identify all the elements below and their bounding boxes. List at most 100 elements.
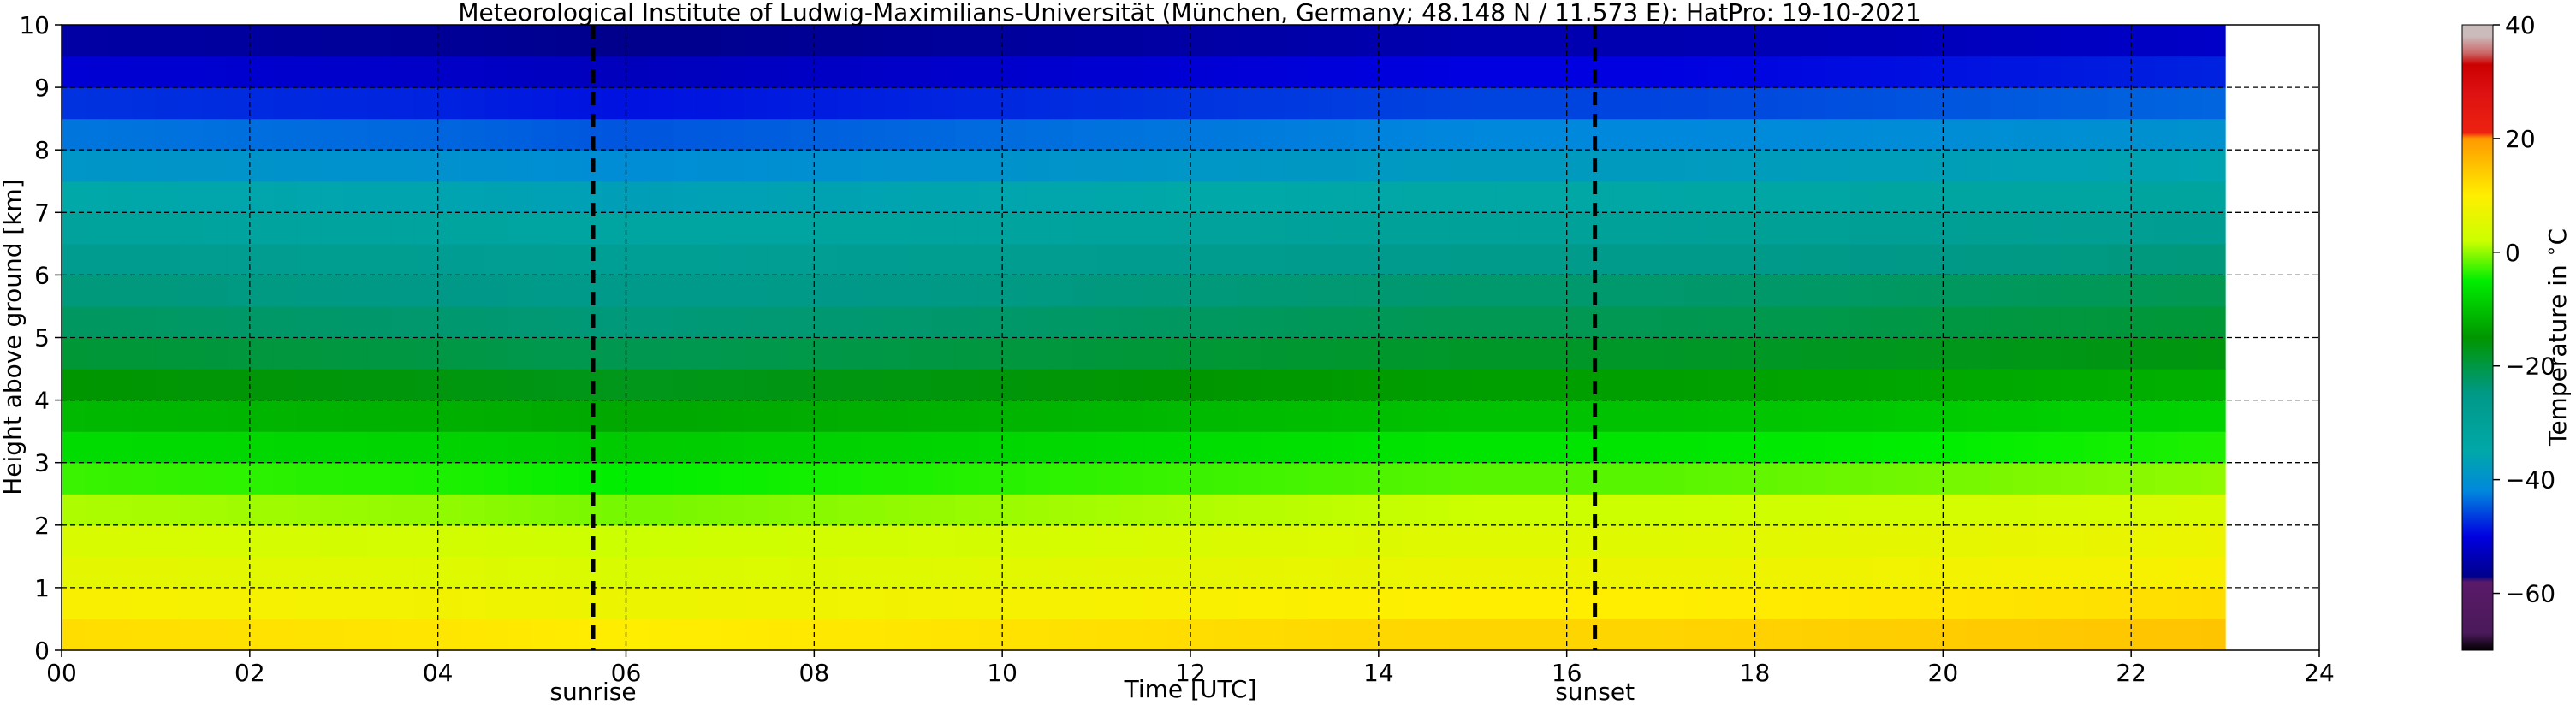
heatmap-cell: [226, 462, 251, 495]
heatmap-cell: [85, 556, 110, 589]
heatmap-cell: [1966, 556, 1991, 589]
heatmap-cell: [1261, 150, 1285, 182]
heatmap-cell: [1731, 150, 1756, 182]
heatmap-cell: [1919, 337, 1944, 370]
heatmap-cell: [1261, 337, 1285, 370]
heatmap-cell: [2013, 400, 2038, 432]
heatmap-cell: [1990, 305, 2015, 339]
heatmap-cell: [1096, 212, 1121, 245]
heatmap-cell: [1519, 118, 1544, 151]
heatmap-cell: [437, 337, 462, 370]
heatmap-cell: [1637, 150, 1662, 182]
heatmap-cell: [390, 212, 415, 245]
heatmap-cell: [437, 212, 462, 245]
heatmap-cell: [1143, 87, 1168, 120]
heatmap-cell: [437, 25, 462, 57]
heatmap-cell: [202, 56, 227, 88]
heatmap-cell: [155, 462, 180, 495]
heatmap-cell: [1284, 556, 1309, 589]
heatmap-cell: [2178, 87, 2203, 120]
heatmap-cell: [390, 181, 415, 213]
heatmap-cell: [2107, 212, 2132, 245]
heatmap-cell: [2013, 556, 2038, 589]
heatmap-cell: [273, 462, 298, 495]
heatmap-cell: [531, 243, 556, 275]
heatmap-cell: [1355, 619, 1380, 650]
heatmap-cell: [1025, 56, 1050, 88]
heatmap-cell: [1496, 118, 1521, 151]
heatmap-cell: [1660, 150, 1685, 182]
heatmap-cell: [673, 25, 697, 57]
heatmap-cell: [626, 87, 650, 120]
heatmap-cell: [1637, 431, 1662, 464]
heatmap-cell: [602, 305, 627, 339]
heatmap-cell: [273, 56, 298, 88]
heatmap-cell: [414, 87, 439, 120]
heatmap-cell: [1566, 150, 1591, 182]
heatmap-cell: [1825, 337, 1850, 370]
heatmap-cell: [861, 181, 886, 213]
heatmap-cell: [1801, 305, 1826, 339]
heatmap-cell: [202, 337, 227, 370]
heatmap-cell: [602, 150, 627, 182]
heatmap-cell: [1872, 337, 1896, 370]
heatmap-cell: [2201, 305, 2226, 339]
heatmap-cell: [955, 56, 980, 88]
heatmap-cell: [1308, 462, 1333, 495]
heatmap-cell: [2154, 243, 2179, 275]
heatmap-cell: [1660, 619, 1685, 650]
heatmap-cell: [484, 556, 509, 589]
heatmap-cell: [2013, 369, 2038, 401]
heatmap-cell: [1849, 462, 1873, 495]
heatmap-cell: [1072, 305, 1097, 339]
heatmap-cell: [1166, 243, 1191, 275]
heatmap-cell: [2060, 212, 2085, 245]
heatmap-cell: [390, 87, 415, 120]
heatmap-cell: [1919, 56, 1944, 88]
heatmap-cell: [602, 431, 627, 464]
heatmap-cell: [555, 337, 580, 370]
heatmap-cell: [414, 212, 439, 245]
heatmap-cell: [626, 431, 650, 464]
heatmap-cell: [367, 275, 392, 307]
heatmap-cell: [437, 118, 462, 151]
heatmap-cell: [861, 305, 886, 339]
heatmap-cell: [602, 619, 627, 650]
heatmap-cell: [1613, 337, 1638, 370]
heatmap-cell: [720, 494, 745, 526]
heatmap-cell: [1331, 275, 1356, 307]
heatmap-cell: [155, 181, 180, 213]
heatmap-cell: [696, 400, 721, 432]
heatmap-cell: [908, 431, 933, 464]
heatmap-cell: [767, 556, 792, 589]
x-tick-label: 06: [611, 659, 642, 687]
heatmap-cell: [1496, 25, 1521, 57]
heatmap-cell: [1637, 87, 1662, 120]
heatmap-cell: [1261, 25, 1285, 57]
heatmap-cell: [1660, 181, 1685, 213]
heatmap-cell: [461, 87, 486, 120]
heatmap-cell: [884, 369, 909, 401]
heatmap-cell: [814, 337, 839, 370]
heatmap-cell: [249, 462, 274, 495]
heatmap-cell: [437, 87, 462, 120]
heatmap-cell: [743, 275, 768, 307]
heatmap-cell: [978, 56, 1003, 88]
heatmap-cell: [837, 118, 862, 151]
heatmap-cell: [85, 118, 110, 151]
heatmap-cell: [978, 369, 1003, 401]
heatmap-cell: [1778, 556, 1803, 589]
heatmap-cell: [1872, 243, 1896, 275]
heatmap-cell: [1825, 150, 1850, 182]
heatmap-cell: [1849, 150, 1873, 182]
heatmap-cell: [1072, 56, 1097, 88]
heatmap-cell: [1778, 524, 1803, 557]
heatmap-cell: [437, 462, 462, 495]
heatmap-cell: [1872, 212, 1896, 245]
heatmap-cell: [1919, 212, 1944, 245]
heatmap-cell: [85, 25, 110, 57]
heatmap-cell: [320, 118, 345, 151]
heatmap-cell: [626, 150, 650, 182]
heatmap-cell: [2154, 400, 2179, 432]
heatmap-cell: [1119, 25, 1144, 57]
